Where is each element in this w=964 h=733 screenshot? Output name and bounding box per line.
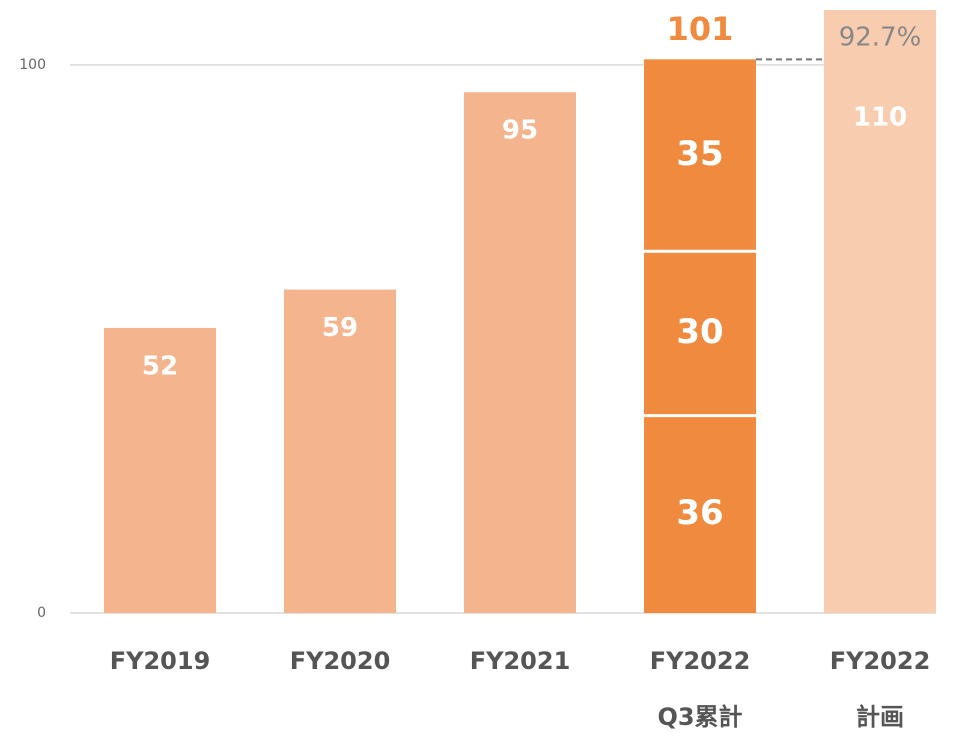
bar — [644, 251, 756, 416]
value-label: 110 — [853, 103, 907, 133]
value-label: 36 — [676, 493, 723, 533]
x-tick-label: FY2020 — [290, 647, 391, 675]
total-label: 101 — [667, 10, 734, 48]
x-tick-label: FY2021 — [470, 647, 571, 675]
bar — [284, 289, 396, 613]
x-tick-line: FY2020 — [290, 647, 391, 675]
y-tick-label: 100 — [19, 57, 46, 73]
value-label: 30 — [676, 312, 723, 352]
x-tick-line: 計画 — [856, 703, 904, 729]
bar — [644, 59, 756, 252]
y-tick-label: 0 — [37, 605, 46, 621]
x-tick-line: FY2019 — [110, 647, 211, 675]
x-tick-line: Q3累計 — [657, 703, 742, 729]
x-tick-line: FY2021 — [470, 647, 571, 675]
bar — [824, 10, 936, 613]
value-label: 35 — [676, 134, 723, 174]
value-label: 52 — [142, 351, 178, 381]
value-label: 95 — [502, 116, 538, 146]
x-tick-label: FY2022 計画 — [830, 647, 931, 729]
x-tick-label: FY2022 Q3累計 — [650, 647, 751, 729]
value-label: 59 — [322, 313, 358, 343]
bar — [644, 415, 756, 613]
x-tick-line: FY2022 — [650, 647, 751, 675]
x-tick-label: FY2019 — [110, 647, 211, 675]
bar — [464, 92, 576, 613]
bar — [104, 327, 216, 613]
x-tick-line: FY2022 — [830, 647, 931, 675]
annotation: 92.7% — [839, 23, 922, 53]
